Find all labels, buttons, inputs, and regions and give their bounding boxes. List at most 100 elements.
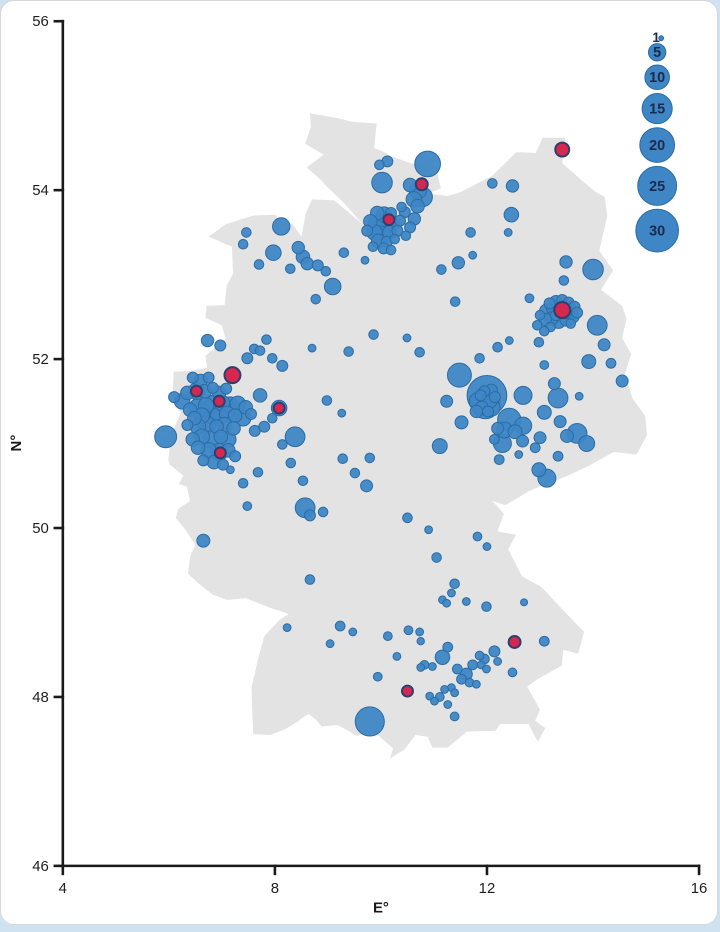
data-bubble [451, 256, 466, 270]
data-bubble [414, 347, 425, 358]
y-tick-label: 56 [32, 13, 49, 30]
data-bubble [181, 419, 194, 431]
y-tick-label: 48 [32, 689, 49, 706]
data-bubble [197, 454, 210, 467]
data-bubble [424, 525, 433, 535]
data-bubble [213, 429, 229, 445]
data-bubble [539, 360, 550, 370]
data-bubble [403, 625, 414, 636]
data-bubble [559, 255, 573, 269]
x-tick-label: 4 [59, 880, 67, 897]
data-bubble [227, 408, 243, 423]
data-bubble [428, 662, 437, 671]
highlight-bubble [400, 684, 414, 698]
data-bubble [242, 501, 253, 511]
highlight-bubble [223, 366, 242, 385]
data-bubble [539, 325, 550, 337]
data-bubble [303, 509, 316, 522]
data-bubble [430, 696, 439, 706]
legend-bubble [639, 127, 676, 163]
data-bubble [586, 314, 608, 336]
data-bubble [337, 453, 349, 464]
data-bubble [531, 462, 547, 478]
data-bubble [489, 433, 500, 445]
data-bubble [442, 598, 452, 608]
data-bubble [237, 477, 249, 489]
data-bubble [320, 265, 332, 277]
data-bubble [487, 178, 498, 189]
data-bubble [285, 263, 296, 275]
highlight-bubble [213, 446, 227, 460]
data-bubble [493, 657, 503, 666]
data-bubble [488, 391, 501, 404]
data-bubble [385, 244, 397, 256]
data-bubble [214, 339, 227, 352]
data-bubble [389, 233, 400, 245]
data-bubble [190, 440, 206, 456]
data-bubble [488, 645, 501, 658]
data-bubble [321, 395, 333, 406]
legend-bubble [658, 35, 665, 42]
data-bubble [481, 601, 492, 612]
data-bubble [372, 671, 383, 682]
data-bubble [450, 688, 460, 698]
data-bubble [516, 434, 530, 448]
highlight-bubble [272, 401, 286, 415]
data-bubble [533, 431, 547, 445]
data-bubble [265, 244, 282, 261]
data-bubble [434, 649, 451, 666]
data-bubble [533, 336, 545, 348]
data-bubble [436, 264, 447, 275]
data-bubble [276, 359, 289, 372]
data-bubble [317, 506, 329, 518]
data-bubble [200, 333, 215, 348]
data-bubble [354, 706, 385, 737]
highlight-bubble [212, 394, 226, 408]
bubbles-layer [154, 141, 629, 737]
data-bubble [410, 198, 425, 214]
data-bubble [553, 415, 567, 429]
data-bubble [461, 597, 471, 606]
legend-size-label: 10 [649, 70, 665, 86]
data-bubble [202, 371, 215, 384]
data-bubble [451, 663, 463, 675]
y-tick-label: 46 [32, 858, 49, 875]
data-bubble [338, 247, 350, 258]
data-bubble [507, 667, 518, 678]
data-bubble [226, 421, 241, 436]
data-bubble [431, 552, 442, 563]
data-bubble [558, 275, 570, 286]
data-bubble [482, 405, 495, 418]
data-bubble [297, 475, 309, 487]
x-tick-label: 12 [479, 880, 496, 897]
data-bubble [252, 388, 268, 403]
data-bubble [206, 381, 219, 394]
data-bubble [571, 306, 584, 319]
data-bubble [241, 227, 252, 238]
data-bubble [216, 458, 229, 471]
data-bubble [503, 228, 513, 237]
data-bubble [241, 352, 254, 365]
highlight-bubble [189, 384, 203, 398]
data-bubble [382, 631, 393, 642]
data-bubble [368, 329, 379, 340]
data-bubble [474, 389, 487, 402]
data-bubble [440, 684, 449, 694]
data-bubble [605, 357, 617, 369]
germany-map-layer [161, 113, 648, 759]
data-bubble [449, 296, 461, 307]
data-bubble [349, 467, 361, 479]
data-bubble [513, 385, 533, 405]
data-bubble [284, 426, 306, 448]
data-bubble [325, 639, 335, 649]
data-bubble [394, 214, 406, 227]
legend-size-label: 1 [652, 30, 660, 45]
data-bubble [253, 259, 265, 270]
data-bubble [504, 336, 514, 345]
data-bubble [482, 542, 492, 551]
data-bubble [547, 387, 569, 409]
data-bubble [529, 442, 541, 454]
data-bubble [304, 574, 316, 585]
data-bubble [454, 415, 469, 430]
